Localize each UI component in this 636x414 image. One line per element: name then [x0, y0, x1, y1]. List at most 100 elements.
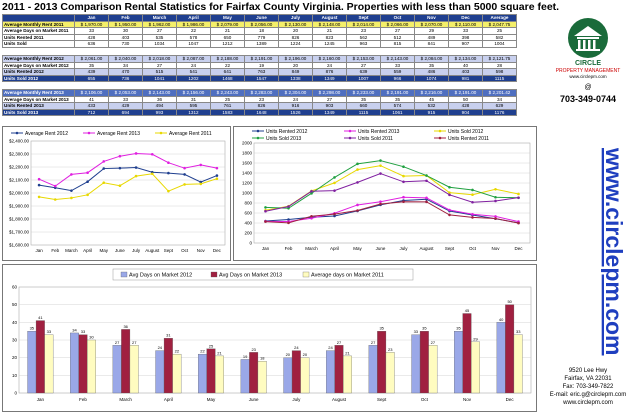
series-line: [265, 173, 519, 212]
table-cell: 23: [346, 27, 381, 35]
data-point: [287, 207, 290, 210]
table-cell: $ 2,298.00: [312, 89, 347, 97]
bar: [44, 334, 54, 394]
address-line1: 9520 Lee Hwy: [568, 368, 608, 374]
table-cell: 712: [74, 108, 109, 117]
vertical-url[interactable]: www.circlepm.com: [558, 148, 628, 368]
data-point: [471, 188, 474, 192]
data-point: [379, 164, 382, 167]
table-cell: 1034: [142, 40, 177, 48]
table-cell: $ 2,216.00: [414, 89, 449, 97]
table-cell: $ 2,201.42: [482, 89, 517, 97]
table-cell: 33: [380, 61, 415, 70]
bar: [513, 334, 523, 394]
table-cell: $ 2,053.00: [108, 89, 143, 97]
y-tick-label: 1600: [242, 161, 253, 166]
table-cell: 1526: [278, 108, 313, 117]
bar-data-label: 34: [72, 327, 77, 332]
table-cell: 904: [448, 108, 483, 117]
x-tick-label: July: [292, 397, 301, 402]
data-point: [379, 172, 382, 175]
bar: [240, 359, 250, 394]
table-cell: 1212: [210, 40, 245, 48]
row-label: Units Sold 2013: [2, 108, 75, 117]
table-cell: 25: [482, 27, 517, 35]
row-label: Average Monthly Rent 2012: [2, 55, 75, 63]
x-tick-label: August: [145, 248, 160, 253]
data-point: [402, 195, 405, 199]
table-cell: 1468: [210, 74, 245, 83]
series-line: [265, 160, 519, 209]
x-tick-label: April: [330, 246, 339, 251]
table-cell: 916: [278, 102, 313, 110]
data-point: [471, 216, 474, 219]
table-cell: 428: [448, 102, 483, 110]
table-cell: 34: [482, 95, 517, 104]
y-tick-label: 40: [12, 320, 18, 325]
table-cell: 761: [210, 102, 245, 110]
bar: [496, 322, 506, 394]
data-point: [264, 220, 267, 223]
table-cell: $ 2,160.00: [312, 55, 347, 63]
data-point: [310, 214, 313, 218]
table-cell: 963: [346, 40, 381, 48]
row-label: Average Days on Market 2011: [2, 27, 75, 35]
x-tick-label: May: [207, 397, 216, 402]
bar: [454, 331, 463, 394]
table-cell: 398: [448, 33, 483, 42]
table-cell: 655: [74, 74, 109, 83]
table-cell: 578: [176, 33, 211, 42]
website[interactable]: www.circlepm.com: [563, 400, 613, 406]
data-point: [356, 203, 359, 207]
bar-data-label: 35: [379, 326, 384, 331]
x-tick-label: Feb: [51, 248, 59, 253]
bar-data-label: 40: [499, 317, 504, 322]
row-label: Average Monthly Rent 2011: [2, 20, 75, 29]
bar: [471, 341, 480, 394]
vertical-url-text[interactable]: www.circlepm.com: [601, 148, 627, 356]
y-tick-label: 600: [244, 211, 252, 216]
x-tick-label: June: [249, 397, 259, 402]
table-cell: 486: [414, 68, 449, 76]
table-cell: 35: [346, 95, 381, 104]
x-tick-label: Nov: [197, 248, 206, 253]
table-cell: 35: [380, 95, 415, 104]
address-line2: Fairfax, VA 22031: [564, 376, 612, 382]
table-cell: 33: [448, 27, 483, 35]
legend-label: Average Rent 2011: [169, 131, 212, 137]
table-cell: 694: [108, 108, 143, 117]
y-tick-label: $1,800.00: [9, 217, 30, 222]
data-point: [86, 180, 89, 183]
data-point: [402, 200, 405, 203]
legend-label: Average Rent 2013: [97, 131, 140, 137]
x-tick-label: May: [353, 246, 362, 251]
email-address[interactable]: E-mail: eric.g@circlepm.com: [549, 392, 627, 398]
bar-data-label: 27: [337, 340, 342, 345]
data-point: [183, 183, 186, 186]
table-cell: 730: [108, 40, 143, 48]
data-point: [102, 160, 106, 163]
series-line: [265, 201, 519, 224]
circle-logo-icon: [568, 18, 608, 58]
table-cell: $ 2,079.00: [210, 20, 245, 29]
table-cell: 650: [210, 33, 245, 42]
table-header-cell: Nov: [414, 14, 449, 22]
brand-site-small[interactable]: www.circlepm.com: [569, 74, 607, 79]
bar: [326, 350, 335, 394]
y-tick-label: 30: [12, 338, 18, 343]
bar: [121, 329, 131, 394]
y-tick-label: 1000: [242, 191, 253, 196]
table-cell: 1245: [312, 40, 347, 48]
table-cell: 20: [278, 27, 313, 35]
table-cell: $ 2,121.75: [482, 55, 517, 63]
brand-phone[interactable]: 703-349-0744: [559, 94, 617, 104]
bar-data-label: 35: [456, 326, 461, 331]
series-line: [39, 173, 218, 201]
x-tick-label: June: [376, 246, 386, 251]
table-cell: $ 2,191.00: [244, 55, 279, 63]
data-point: [425, 200, 428, 204]
bar-data-label: 24: [158, 345, 163, 350]
bar: [257, 361, 267, 394]
data-point: [215, 166, 219, 170]
y-tick-label: $2,200.00: [9, 165, 30, 170]
